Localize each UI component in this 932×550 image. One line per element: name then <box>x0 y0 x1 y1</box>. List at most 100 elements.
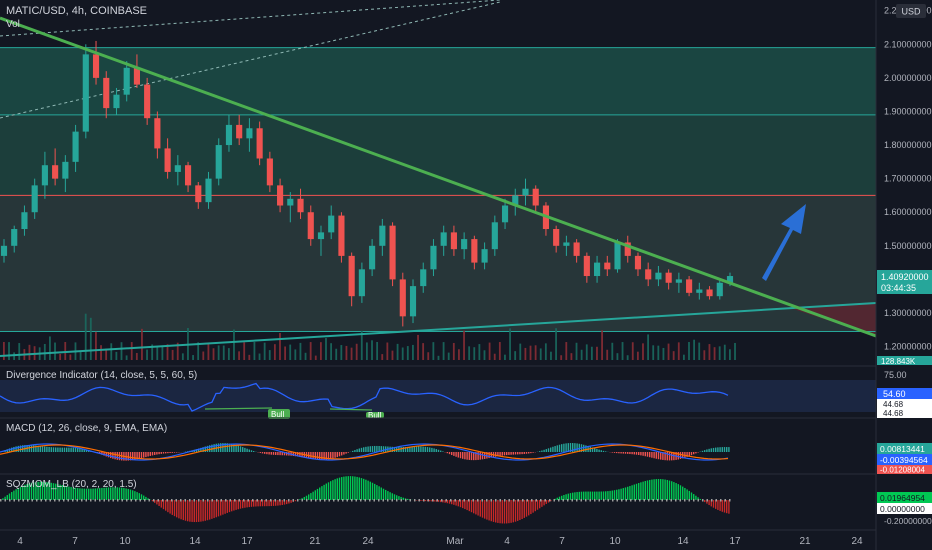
squeeze-dot <box>184 499 186 502</box>
sqz-bar <box>629 486 631 500</box>
volume-bar <box>463 330 465 360</box>
macd-pane[interactable]: MACD (12, 26, close, 9, EMA, EMA) <box>0 417 876 461</box>
sqz-bar <box>134 491 136 500</box>
macd-bar <box>143 452 145 458</box>
macd-bar <box>402 446 404 452</box>
squeeze-dot <box>144 499 146 502</box>
macd-bar <box>360 447 363 452</box>
sqz-bar <box>136 492 138 500</box>
squeeze-dot <box>301 499 303 502</box>
sqz-bar <box>459 500 462 508</box>
macd-line <box>0 443 729 461</box>
sqz-bar <box>94 488 96 500</box>
macd-bar <box>114 452 116 460</box>
sqz-bar <box>523 500 525 518</box>
volume-bar <box>437 355 440 360</box>
macd-bar <box>620 452 622 454</box>
sqz-bar <box>440 500 442 503</box>
sqz-bar <box>220 500 222 516</box>
macd-bar <box>107 452 110 458</box>
sqz-bar <box>589 491 591 500</box>
sqz-bar <box>173 500 176 517</box>
macd-bar <box>598 449 600 452</box>
squeeze-dot <box>693 499 695 502</box>
sqz-bar <box>61 485 63 500</box>
sqz-bar <box>547 500 550 503</box>
squeeze-dot <box>612 499 614 502</box>
currency-badge[interactable] <box>896 4 926 18</box>
squeeze-dot <box>571 499 573 502</box>
macd-bar <box>132 452 134 461</box>
squeeze-dot <box>162 499 164 502</box>
macd-bar <box>354 450 356 452</box>
volume-bar <box>396 343 399 360</box>
sqz-bar <box>39 481 41 500</box>
sqz-bar <box>365 479 367 500</box>
price-pane[interactable]: MATIC/USD, 4h, COINBASE Vol <box>0 0 877 360</box>
candle-body <box>133 67 140 85</box>
macd-bar <box>459 452 462 459</box>
macd-bar <box>202 447 204 452</box>
sqz-bar <box>545 500 547 504</box>
macd-bar <box>411 446 413 452</box>
sqz-bar <box>116 487 118 500</box>
macd-bar <box>435 449 437 452</box>
sqz-bar <box>396 495 398 500</box>
macd-bar <box>400 447 402 452</box>
squeeze-dot <box>94 499 96 502</box>
squeeze-dot <box>603 499 605 502</box>
bull-divergence-line-2 <box>329 408 373 411</box>
volume-bar <box>18 343 21 360</box>
macd-bar <box>572 443 574 452</box>
squeeze-dot <box>657 499 659 502</box>
time-axis[interactable]: 4 7 10 14 17 21 24 Mar 4 7 10 14 17 21 24 <box>0 529 876 547</box>
volume-bar <box>279 333 281 360</box>
macd-bar <box>657 452 660 460</box>
squeeze-dot <box>333 499 335 502</box>
sqz-bar <box>110 487 112 500</box>
sqz-bar <box>651 479 653 500</box>
volume-bar <box>3 342 5 360</box>
macd-bar <box>116 452 118 460</box>
last-price: 1.40920000 <box>881 272 929 282</box>
candle-body <box>686 279 693 293</box>
squeeze-dot <box>207 499 209 502</box>
macd-bar <box>508 452 510 455</box>
macd-bar <box>653 452 655 459</box>
time-tick: 14 <box>677 536 689 547</box>
macd-bar <box>167 452 169 454</box>
volume-bar <box>146 349 148 360</box>
divergence-pane[interactable]: Bull Bull Divergence Indicator (14, clos… <box>0 365 876 420</box>
macd-bar <box>101 452 103 455</box>
sqz-bar <box>462 500 464 509</box>
candle-body <box>573 242 580 256</box>
candle-body <box>164 148 171 172</box>
sqz-bar <box>356 476 358 500</box>
candle-body <box>420 269 427 287</box>
sqz-bar <box>50 482 52 500</box>
sqz-bar <box>349 476 352 500</box>
volume-bar <box>258 353 261 360</box>
sqz-bar <box>336 478 338 500</box>
sqz-bar <box>242 500 244 509</box>
volume-bar <box>575 342 578 360</box>
candle-body <box>348 255 355 297</box>
macd-bar <box>497 452 499 457</box>
sqz-bar <box>631 485 633 500</box>
sqz-bar <box>587 491 589 500</box>
volume-bar <box>202 351 205 360</box>
sqz-bar <box>19 486 22 500</box>
squeeze-dot <box>216 499 218 502</box>
macd-bar <box>567 443 569 452</box>
sqzmom-pane[interactable]: SQZMOM_LB (20, 2, 20, 1.5) <box>0 473 876 524</box>
bull-label-box-2 <box>366 412 384 418</box>
volume-bar <box>718 346 721 360</box>
sqz-bar <box>407 498 409 500</box>
sqz-bar <box>37 481 39 500</box>
squeeze-dot <box>337 499 339 502</box>
squeeze-dot <box>535 499 537 502</box>
price-axis[interactable]: 2.200000002.100000002.000000001.90000000… <box>875 0 932 550</box>
squeeze-dot <box>517 499 519 502</box>
sqz-bar <box>15 489 17 500</box>
macd-bar <box>261 452 264 454</box>
